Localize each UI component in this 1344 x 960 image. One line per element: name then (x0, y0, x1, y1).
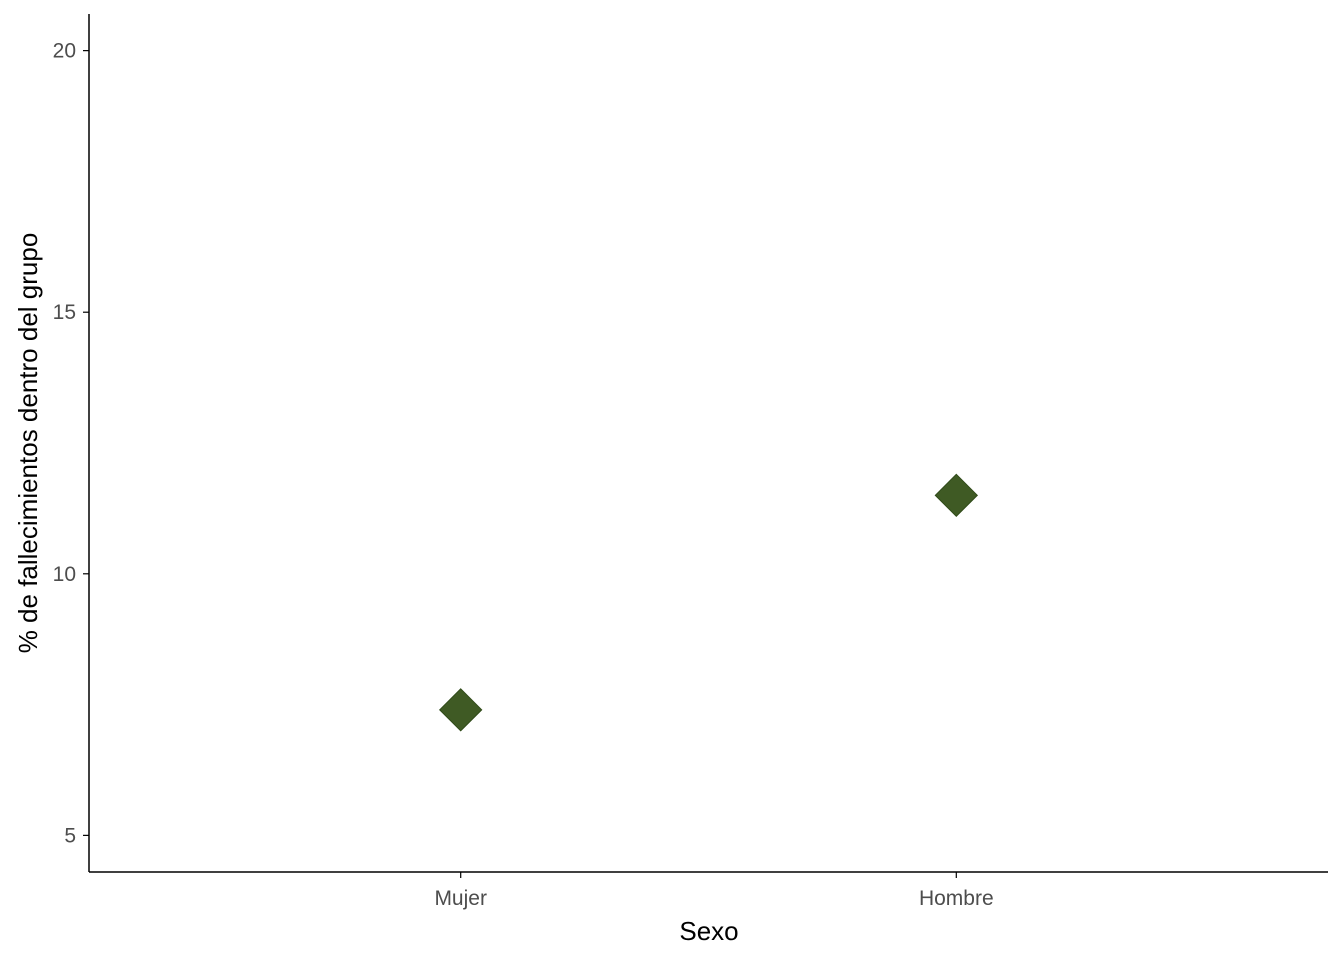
x-ticks: Mujer Hombre (434, 872, 994, 910)
axes (88, 14, 1328, 873)
y-axis-title: % de fallecimientos dentro del grupo (13, 233, 43, 654)
x-tick-label-mujer: Mujer (434, 887, 487, 910)
y-tick-label: 20 (53, 40, 76, 63)
data-points (438, 473, 979, 732)
y-tick-label: 10 (53, 563, 76, 586)
data-point-mujer (438, 688, 483, 732)
x-axis-title: Sexo (679, 916, 738, 946)
y-tick-label: 5 (64, 824, 76, 847)
data-point-hombre (934, 473, 979, 518)
x-tick-label-hombre: Hombre (919, 887, 994, 910)
y-tick-label: 15 (53, 301, 76, 324)
y-ticks: 5 10 15 20 (53, 40, 89, 847)
